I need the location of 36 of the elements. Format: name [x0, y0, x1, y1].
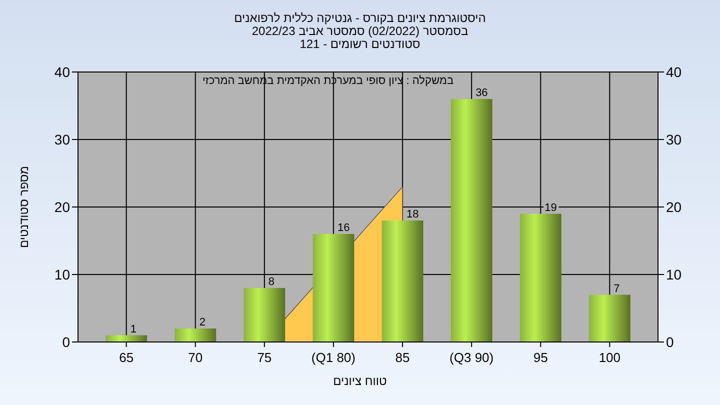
y-tick-label: 40 — [54, 64, 70, 80]
y2-tick-label: 20 — [666, 199, 682, 215]
data-label: 8 — [268, 276, 275, 288]
bar — [588, 294, 630, 342]
y2-tick-label: 10 — [666, 266, 682, 282]
y2-tick-label: 30 — [666, 132, 682, 148]
x-tick-label: (Q3 90) — [450, 350, 494, 365]
x-tick-label: 100 — [598, 350, 621, 365]
x-tick-label: 65 — [119, 350, 134, 365]
chart-title: היסטוגרמת ציונים בקורס - גנטיקה כללית לרפואנים — [234, 11, 486, 25]
x-tick-label: 75 — [257, 350, 272, 365]
x-tick-label: 85 — [395, 350, 410, 365]
y2-tick-label: 0 — [666, 334, 674, 350]
bar — [520, 214, 562, 342]
data-label: 16 — [337, 222, 350, 234]
chart-subtitle: בסמסטר (02/2022) סמסטר אביב 2022/23 סטודנטים רשומים - 121 — [252, 24, 468, 51]
bar — [312, 234, 354, 342]
data-label: 7 — [614, 282, 620, 295]
y-tick-label: 30 — [54, 132, 70, 148]
data-label: 36 — [476, 87, 488, 99]
y-tick-label: 0 — [62, 334, 70, 350]
data-label: 19 — [544, 202, 557, 214]
x-axis-title: טווח ציונים — [333, 374, 388, 388]
y2-tick-label: 40 — [666, 64, 682, 80]
data-label: 2 — [199, 316, 206, 328]
x-tick-label: (Q1 80) — [311, 350, 356, 365]
data-label: 18 — [406, 208, 419, 220]
bar — [244, 288, 286, 342]
x-tick-label: 95 — [533, 350, 548, 365]
bar — [174, 328, 216, 342]
y-tick-label: 10 — [54, 266, 70, 282]
x-tick-label: 70 — [188, 350, 203, 365]
y-tick-label: 20 — [54, 199, 70, 215]
bar — [450, 99, 492, 342]
y-axis-title: מספר סטודנטים — [17, 166, 31, 248]
data-label: 1 — [130, 323, 136, 336]
